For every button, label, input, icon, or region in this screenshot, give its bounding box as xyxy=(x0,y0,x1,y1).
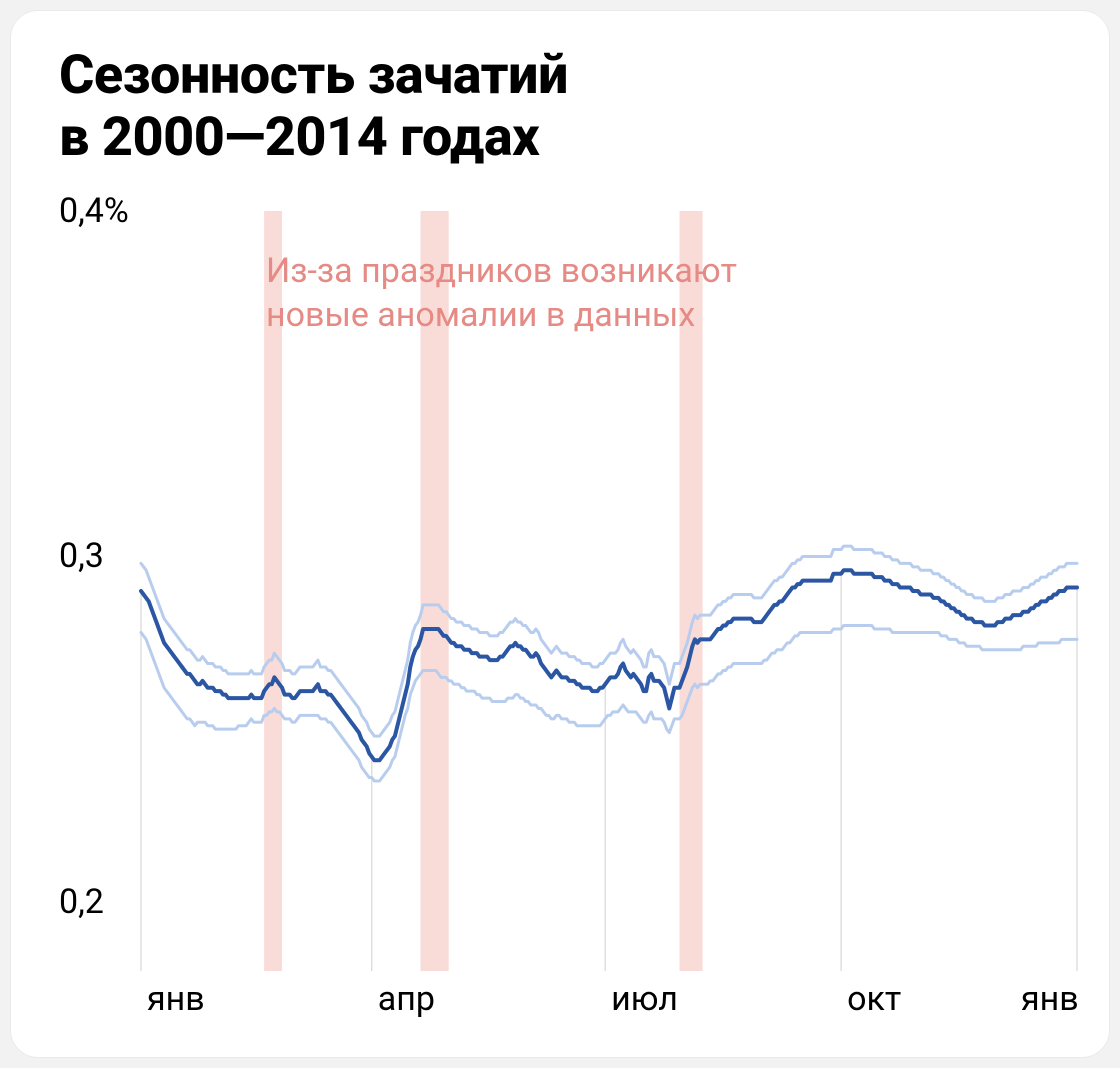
x-tick-label: янв xyxy=(1021,979,1079,1019)
x-tick-label: янв xyxy=(147,979,205,1019)
x-tick-label: окт xyxy=(847,979,901,1019)
chart-card: Сезонность зачатий в 2000—2014 годах Из-… xyxy=(10,10,1110,1058)
annotation-text: Из-за праздников возникают новые аномали… xyxy=(266,249,737,337)
y-tick-label: 0,2 xyxy=(59,882,104,922)
x-tick-label: апр xyxy=(378,979,435,1019)
chart-svg xyxy=(11,11,1111,1059)
y-tick-label: 0,4% xyxy=(59,191,129,231)
x-tick-label: июл xyxy=(611,979,678,1019)
y-tick-label: 0,3 xyxy=(59,536,104,576)
